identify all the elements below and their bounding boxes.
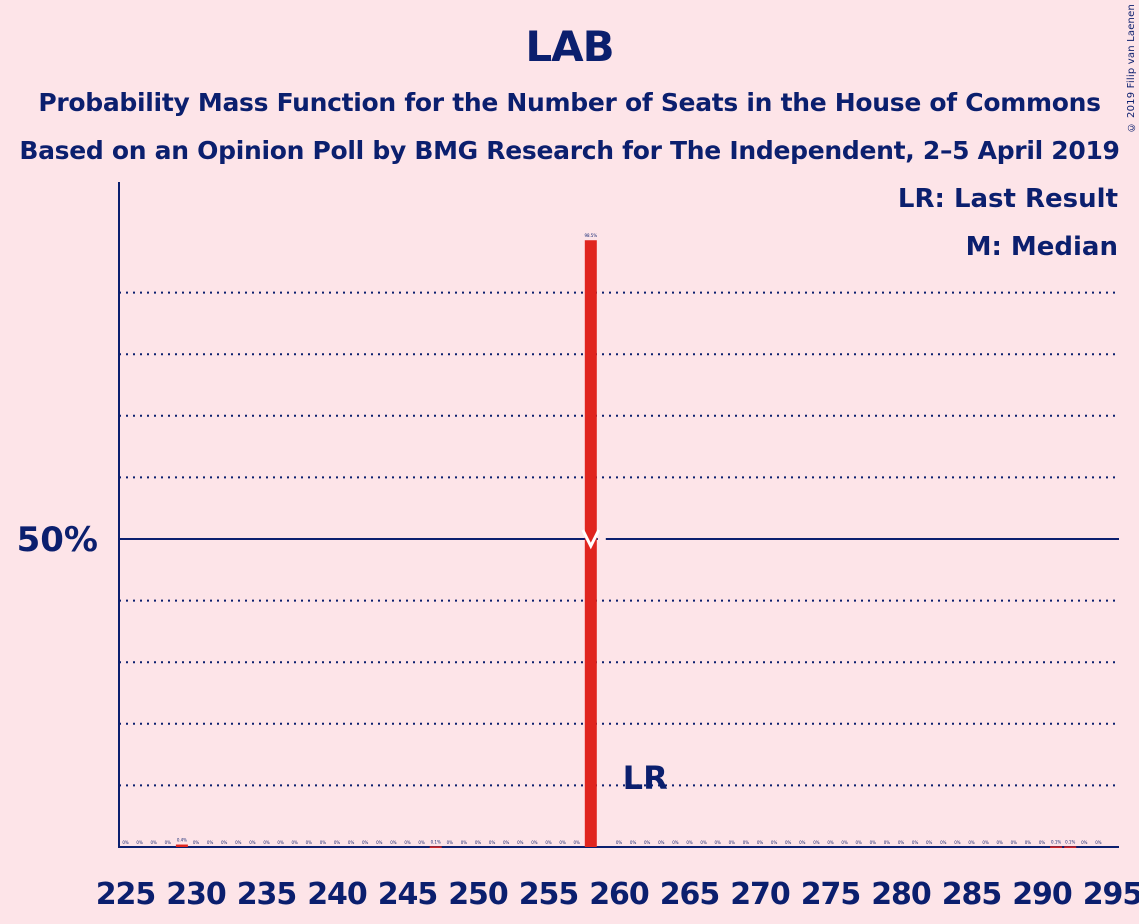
legend-last-result: LR: Last Result	[897, 184, 1118, 214]
x-tick-label-285: 285	[942, 877, 1002, 912]
bar-label-288: 0%	[1011, 840, 1018, 845]
bar-label-290: 0%	[1039, 840, 1046, 845]
bar-label-251: 0%	[489, 840, 496, 845]
bar-label-231: 0%	[207, 840, 214, 845]
x-tick-label-230: 230	[166, 877, 226, 912]
x-tick-label-255: 255	[519, 877, 579, 912]
bar-label-227: 0%	[151, 840, 158, 845]
bar-label-275: 0%	[827, 840, 834, 845]
bar-label-293: 0%	[1081, 840, 1088, 845]
bar-label-245: 0%	[404, 840, 411, 845]
bar-label-249: 0%	[461, 840, 468, 845]
bar-label-278: 0%	[870, 840, 877, 845]
chart-title: LAB	[525, 22, 614, 71]
bar-292	[1064, 846, 1077, 848]
bar-label-285: 0%	[968, 840, 975, 845]
bar-label-242: 0%	[362, 840, 369, 845]
bar-label-229: 0.4%	[177, 838, 187, 843]
bar-label-253: 0%	[517, 840, 524, 845]
bar-label-248: 0%	[447, 840, 454, 845]
bar-label-265: 0%	[686, 840, 693, 845]
bar-label-273: 0%	[799, 840, 806, 845]
bar-label-232: 0%	[221, 840, 228, 845]
bar-label-247: 0.1%	[431, 839, 441, 844]
y-tick-label-50: 50%	[17, 520, 98, 560]
x-tick-label-235: 235	[237, 877, 297, 912]
bar-label-225: 0%	[122, 840, 129, 845]
legend-median: M: Median	[965, 232, 1118, 262]
bar-291	[1050, 846, 1063, 848]
median-gap	[597, 538, 606, 540]
x-tick-label-260: 260	[589, 877, 649, 912]
bar-label-266: 0%	[700, 840, 707, 845]
bar-label-264: 0%	[672, 840, 679, 845]
bar-label-230: 0%	[193, 840, 200, 845]
bar-label-255: 0%	[545, 840, 552, 845]
bar-label-260: 0%	[616, 840, 623, 845]
bar-label-233: 0%	[235, 840, 242, 845]
bar-label-228: 0%	[165, 840, 172, 845]
bar-label-250: 0%	[475, 840, 482, 845]
bar-label-284: 0%	[954, 840, 961, 845]
bar-label-254: 0%	[531, 840, 538, 845]
bar-label-239: 0%	[320, 840, 327, 845]
x-tick-label-245: 245	[378, 877, 438, 912]
bar-label-244: 0%	[390, 840, 397, 845]
bar-label-281: 0%	[912, 840, 919, 845]
bar-label-292: 0.1%	[1065, 839, 1075, 844]
bar-label-246: 0%	[418, 840, 425, 845]
bar-label-261: 0%	[630, 840, 637, 845]
bar-label-267: 0%	[715, 840, 722, 845]
x-tick-label-290: 290	[1012, 877, 1072, 912]
bar-label-262: 0%	[644, 840, 651, 845]
x-tick-label-250: 250	[448, 877, 508, 912]
chart-subtitle-2: Based on an Opinion Poll by BMG Research…	[19, 136, 1120, 165]
bar-label-294: 0%	[1095, 840, 1102, 845]
bar-label-243: 0%	[376, 840, 383, 845]
bar-label-286: 0%	[982, 840, 989, 845]
bar-label-258: 98.5%	[584, 233, 597, 238]
bar-247	[429, 846, 442, 848]
bar-label-257: 0%	[574, 840, 581, 845]
chart-subtitle-1: Probability Mass Function for the Number…	[38, 88, 1101, 117]
x-tick-label-280: 280	[871, 877, 931, 912]
bar-label-287: 0%	[997, 840, 1004, 845]
x-tick-label-265: 265	[660, 877, 720, 912]
x-tick-label-240: 240	[307, 877, 367, 912]
bar-label-289: 0%	[1025, 840, 1032, 845]
bar-229	[175, 844, 188, 847]
x-tick-label-270: 270	[730, 877, 790, 912]
bar-label-282: 0%	[926, 840, 933, 845]
x-tick-label-295: 295	[1083, 877, 1139, 912]
bar-label-268: 0%	[729, 840, 736, 845]
bar-label-235: 0%	[263, 840, 270, 845]
bar-label-252: 0%	[503, 840, 510, 845]
bar-label-234: 0%	[249, 840, 256, 845]
bar-label-271: 0%	[771, 840, 778, 845]
last-result-label: LR	[623, 759, 668, 797]
bar-label-241: 0%	[348, 840, 355, 845]
x-tick-label-275: 275	[801, 877, 861, 912]
bar-label-226: 0%	[136, 840, 143, 845]
bar-label-270: 0%	[757, 840, 764, 845]
bar-label-236: 0%	[277, 840, 284, 845]
bar-label-279: 0%	[884, 840, 891, 845]
bar-label-272: 0%	[785, 840, 792, 845]
bar-label-277: 0%	[856, 840, 863, 845]
median-marker	[581, 529, 601, 550]
bar-label-256: 0%	[559, 840, 566, 845]
x-tick-label-225: 225	[96, 877, 156, 912]
bar-label-237: 0%	[292, 840, 299, 845]
bar-label-238: 0%	[306, 840, 313, 845]
bar-label-274: 0%	[813, 840, 820, 845]
bar-label-276: 0%	[841, 840, 848, 845]
bar-label-291: 0.1%	[1051, 839, 1061, 844]
bar-label-263: 0%	[658, 840, 665, 845]
bar-label-240: 0%	[334, 840, 341, 845]
bar-label-280: 0%	[898, 840, 905, 845]
bar-label-283: 0%	[940, 840, 947, 845]
bar-label-269: 0%	[743, 840, 750, 845]
